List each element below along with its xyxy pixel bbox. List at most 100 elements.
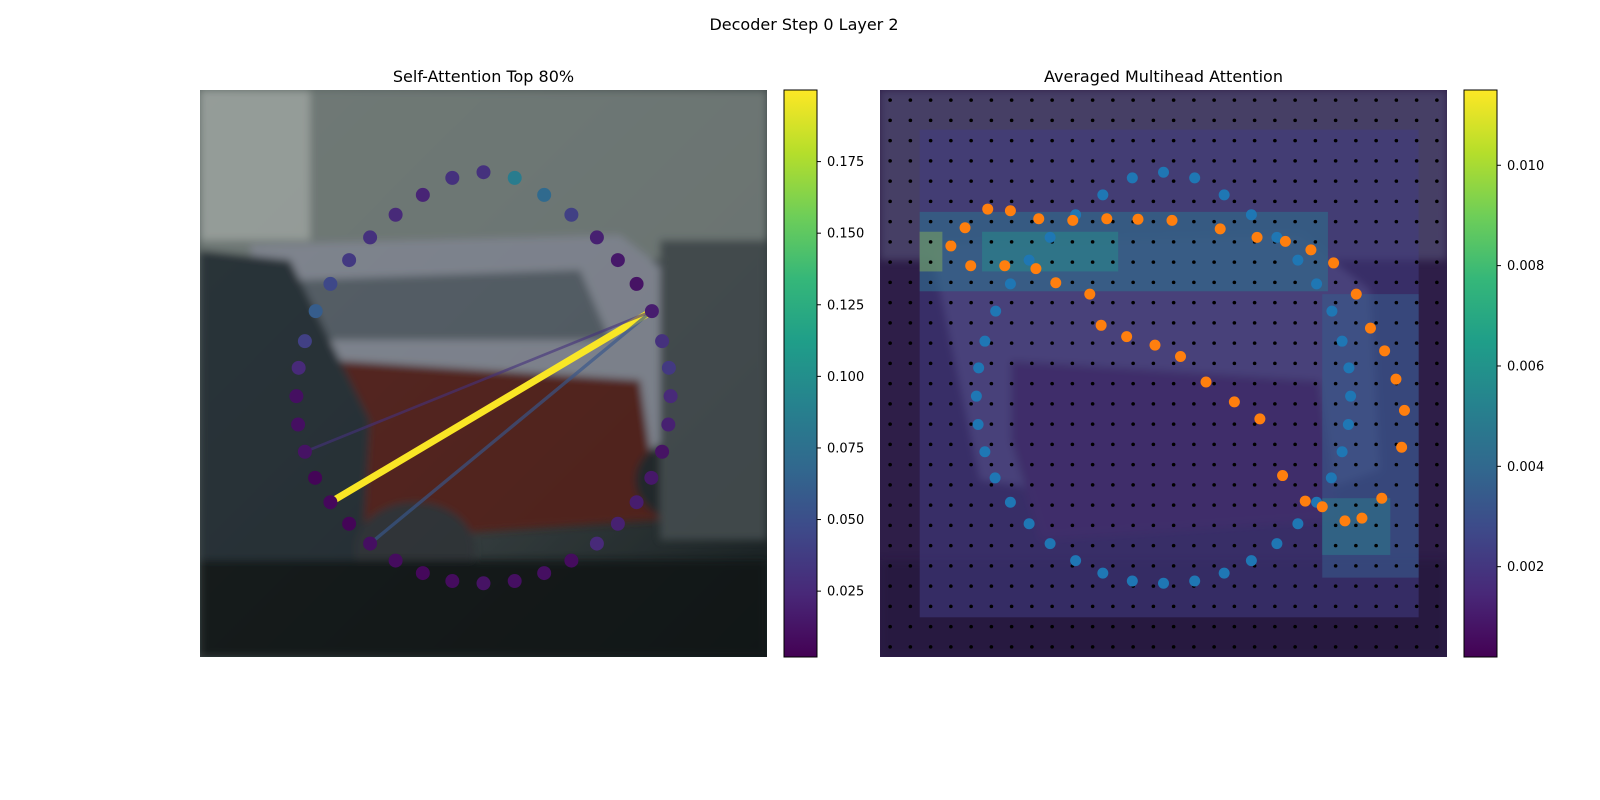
grid-point (1131, 462, 1135, 467)
attention-lines (304, 308, 654, 545)
grid-point (1232, 159, 1237, 163)
grid-point (1414, 199, 1419, 204)
grid-point (1111, 118, 1115, 123)
grid-point (1070, 321, 1075, 325)
grid-point (1293, 584, 1297, 588)
grid-point (1111, 240, 1115, 244)
grid-point (928, 402, 933, 406)
right-colorbar (1463, 89, 1498, 658)
grid-point (1252, 462, 1257, 467)
grid-point (969, 422, 973, 426)
grid-point (1252, 645, 1257, 649)
attention-point (308, 304, 323, 319)
grid-point (1111, 199, 1115, 204)
grid-point (1111, 260, 1115, 264)
grid-point (1414, 138, 1419, 143)
grid-point (1232, 564, 1237, 568)
grid-point (1111, 604, 1115, 609)
grid-point (1030, 402, 1034, 406)
grid-point (908, 240, 913, 244)
blue-point (1325, 472, 1337, 484)
grid-point (1252, 381, 1257, 386)
grid-point (1252, 442, 1257, 447)
grid-point (1394, 98, 1399, 102)
grid-point (1131, 118, 1135, 123)
grid-point (1313, 442, 1318, 447)
attention-point (661, 360, 676, 375)
grid-point (1151, 300, 1156, 305)
grid-point (1151, 138, 1156, 143)
grid-point (1354, 260, 1358, 264)
grid-point (1435, 564, 1439, 568)
grid-point (949, 260, 953, 264)
grid-point (1232, 300, 1237, 305)
grid-point (1313, 159, 1318, 163)
grid-point (989, 422, 994, 426)
grid-point (949, 300, 953, 305)
grid-point (888, 422, 892, 426)
grid-point (949, 462, 953, 467)
grid-point (1293, 442, 1297, 447)
attention-point (589, 536, 604, 551)
grid-point (1192, 645, 1196, 649)
grid-point (949, 280, 953, 285)
grid-point (1414, 280, 1419, 285)
grid-point (1293, 179, 1297, 183)
grid-point (1151, 624, 1156, 629)
grid-point (908, 260, 913, 264)
grid-point (1070, 584, 1075, 588)
grid-point (908, 503, 913, 507)
grid-point (1293, 543, 1297, 548)
blue-point (1345, 390, 1357, 402)
grid-point (1131, 381, 1135, 386)
grid-point (1333, 179, 1338, 183)
grid-point (1090, 280, 1095, 285)
grid-point (1232, 341, 1237, 345)
blue-point (1292, 254, 1304, 266)
grid-point (1212, 179, 1216, 183)
grid-point (1293, 159, 1297, 163)
grid-point (1293, 321, 1297, 325)
grid-point (1435, 138, 1439, 143)
grid-point (1394, 564, 1399, 568)
grid-point (1374, 98, 1378, 102)
grid-point (1435, 422, 1439, 426)
grid-point (1212, 98, 1216, 102)
grid-point (1394, 604, 1399, 609)
grid-point (928, 645, 933, 649)
grid-point (1131, 98, 1135, 102)
grid-point (989, 483, 994, 487)
grid-point (1030, 280, 1034, 285)
grid-point (969, 179, 973, 183)
grid-point (1232, 462, 1237, 467)
grid-point (1151, 584, 1156, 588)
grid-point (1293, 483, 1297, 487)
grid-point (969, 240, 973, 244)
grid-point (1273, 98, 1277, 102)
grid-point (989, 280, 994, 285)
grid-point (1273, 523, 1277, 528)
grid-point (1333, 604, 1338, 609)
attention-point (445, 170, 460, 185)
grid-point (1435, 118, 1439, 123)
right-panel: Averaged Multihead Attention 0.0020.0040… (880, 67, 1544, 658)
grid-point (1192, 159, 1196, 163)
grid-point (1252, 98, 1257, 102)
grid-point (1030, 321, 1034, 325)
grid-point (1333, 584, 1338, 588)
grid-point (969, 219, 973, 224)
grid-point (888, 523, 892, 528)
grid-point (1171, 422, 1176, 426)
blue-point (1023, 518, 1035, 530)
grid-point (908, 483, 913, 487)
grid-point (969, 483, 973, 487)
grid-point (1435, 584, 1439, 588)
grid-point (1212, 584, 1216, 588)
grid-point (1212, 260, 1216, 264)
blue-point (973, 362, 985, 374)
grid-point (989, 179, 994, 183)
grid-point (928, 341, 933, 345)
grid-point (969, 98, 973, 102)
grid-point (969, 361, 973, 366)
grid-point (1394, 280, 1399, 285)
